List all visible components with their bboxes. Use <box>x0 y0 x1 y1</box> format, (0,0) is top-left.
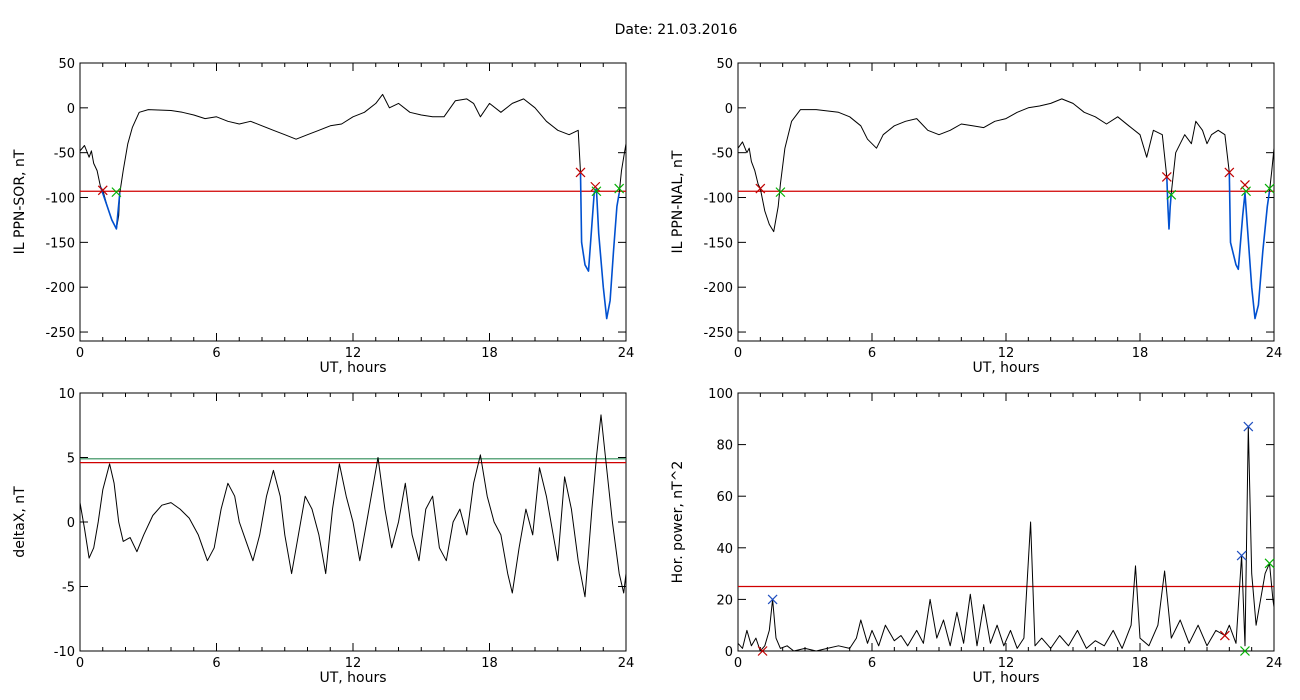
data-marker <box>1240 646 1250 656</box>
data-marker <box>97 185 108 196</box>
x-tick-label: 6 <box>212 346 220 361</box>
y-tick-label: -250 <box>703 326 733 341</box>
series-line-3 <box>579 172 620 320</box>
y-tick-label: 100 <box>708 387 733 402</box>
series-line-4 <box>618 143 626 194</box>
data-marker <box>591 186 602 197</box>
x-tick-label: 6 <box>868 656 876 671</box>
y-tick-label: -50 <box>712 147 733 162</box>
series-line-4 <box>1228 172 1271 320</box>
chart-panel-3: 0 6 12 18 24 10 5 0 -5 -10 UT, hours deltaX, nT <box>12 387 634 686</box>
x-tick-label: 0 <box>734 346 742 361</box>
plot-frame <box>737 392 1275 652</box>
x-axis-label: UT, hours <box>972 670 1039 686</box>
series-line-1 <box>80 414 626 598</box>
y-tick-label: 60 <box>716 490 733 505</box>
x-tick-label: 18 <box>1132 346 1149 361</box>
x-tick-label: 6 <box>212 656 220 671</box>
data-marker <box>1224 167 1235 178</box>
x-tick-label: 24 <box>618 346 635 361</box>
series-line-1 <box>738 98 1168 233</box>
data-marker <box>1240 180 1250 190</box>
x-tick-label: 12 <box>345 346 362 361</box>
data-marker <box>767 594 778 605</box>
y-tick-label: -200 <box>703 281 733 296</box>
data-marker <box>1264 183 1275 194</box>
figure-title: Date: 21.03.2016 <box>615 22 738 38</box>
data-marker <box>1161 171 1172 182</box>
y-tick-label: 0 <box>67 516 75 531</box>
x-tick-label: 24 <box>1266 346 1283 361</box>
y-tick-label: 0 <box>725 645 733 660</box>
y-axis-label: IL PPN-SOR, nT <box>12 149 28 254</box>
x-tick-label: 0 <box>734 656 742 671</box>
x-axis-label: UT, hours <box>319 360 386 376</box>
y-tick-label: 0 <box>725 102 733 117</box>
series-line-2 <box>1166 176 1173 230</box>
series-line-3 <box>1170 120 1230 194</box>
data-marker <box>1264 558 1275 569</box>
y-tick-label: -100 <box>703 192 733 207</box>
y-axis-label: IL PPN-NAL, nT <box>670 150 686 253</box>
y-tick-label: -150 <box>45 236 75 251</box>
data-marker <box>1219 630 1230 641</box>
series-line-2 <box>99 186 121 230</box>
y-axis-label: Hor. power, nT^2 <box>670 461 686 584</box>
y-tick-label: -50 <box>54 147 75 162</box>
data-marker <box>775 187 786 198</box>
plot-frame <box>79 62 627 342</box>
y-tick-label: 20 <box>716 593 733 608</box>
x-tick-label: 0 <box>76 656 84 671</box>
x-tick-label: 18 <box>481 346 498 361</box>
x-tick-label: 18 <box>481 656 498 671</box>
x-tick-label: 12 <box>998 656 1015 671</box>
series-line-1 <box>738 426 1274 651</box>
x-tick-label: 0 <box>76 346 84 361</box>
y-tick-label: 10 <box>58 387 75 402</box>
x-axis-label: UT, hours <box>319 670 386 686</box>
data-marker <box>1241 186 1252 197</box>
data-marker <box>757 646 768 656</box>
chart-panel-1: 0 6 12 18 24 50 0 -50 -100 -150 -200 -250 UT, hours I… <box>12 57 634 376</box>
x-tick-label: 24 <box>618 656 635 671</box>
y-tick-label: 0 <box>67 102 75 117</box>
series-line-1 <box>80 93 581 230</box>
chart-panel-4: 0 6 12 18 24 100 80 60 40 20 0 UT, hours Hor. power,… <box>670 387 1282 686</box>
data-area <box>738 98 1274 320</box>
data-marker <box>1243 421 1254 432</box>
series-line-5 <box>1269 148 1274 192</box>
x-tick-label: 18 <box>1132 656 1149 671</box>
data-marker <box>575 167 586 178</box>
y-tick-label: 80 <box>716 439 733 454</box>
plot-frame <box>737 62 1275 342</box>
x-tick-label: 6 <box>868 346 876 361</box>
y-tick-label: -5 <box>62 581 75 596</box>
data-area <box>80 414 626 598</box>
x-tick-label: 12 <box>345 656 362 671</box>
y-tick-label: -250 <box>45 326 75 341</box>
y-axis-label: deltaX, nT <box>12 486 28 558</box>
x-tick-label: 24 <box>1266 656 1283 671</box>
y-tick-label: -10 <box>54 645 75 660</box>
data-marker <box>111 187 122 198</box>
y-tick-label: 50 <box>58 57 75 72</box>
y-tick-label: -100 <box>45 192 75 207</box>
chart-panel-2: 0 6 12 18 24 50 0 -50 -100 -150 -200 -250 UT, hours I… <box>670 57 1282 376</box>
data-marker <box>1166 189 1177 200</box>
data-area <box>738 426 1274 651</box>
y-tick-label: 40 <box>716 542 733 557</box>
y-tick-label: -200 <box>45 281 75 296</box>
x-axis-label: UT, hours <box>972 360 1039 376</box>
data-area <box>80 93 626 320</box>
y-tick-label: 5 <box>67 452 75 467</box>
y-tick-label: 50 <box>716 57 733 72</box>
x-tick-label: 12 <box>998 346 1015 361</box>
data-marker <box>1236 550 1247 561</box>
data-marker <box>755 183 766 194</box>
y-tick-label: -150 <box>703 236 733 251</box>
data-marker <box>614 183 625 194</box>
